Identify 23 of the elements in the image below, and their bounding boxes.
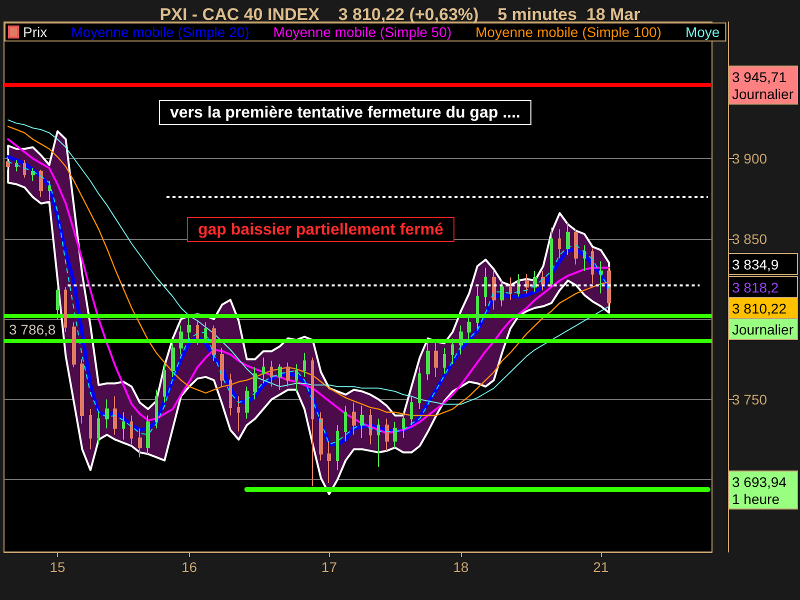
- ref-line-label: 3 945,71 Journalier: [732, 69, 794, 102]
- chart-title: PXI - CAC 40 INDEX 3 810,22 (+0,63%) 5 minutes 18 Mar: [160, 5, 641, 24]
- text: 3 834,9: [732, 256, 779, 272]
- text: 3 818,2: [732, 280, 779, 296]
- y-tick-label: 3 750: [732, 391, 768, 408]
- x-tick-label: 15: [50, 559, 66, 575]
- text: Moyenne mobile (Simple 50): [273, 24, 452, 40]
- x-tick-label: 17: [321, 559, 338, 575]
- x-tick-label: 18: [453, 559, 469, 575]
- text: Moye: [685, 24, 720, 40]
- annotation: vers la première tentative fermeture du gap ....: [170, 104, 520, 122]
- legend-label: Prix: [23, 24, 48, 40]
- text: Moyenne mobile (Simple 20): [71, 24, 250, 40]
- x-tick-label: 16: [181, 559, 198, 575]
- text: Moyenne mobile (Simple 100): [475, 24, 662, 40]
- text: 3 810,22: [732, 300, 787, 316]
- ref-line-label: Journalier: [732, 322, 794, 338]
- annotation: gap baissier partiellement fermé: [198, 222, 444, 238]
- x-tick-label: 21: [593, 559, 609, 575]
- text: 3 693,94 1 heure: [732, 474, 787, 507]
- y-tick-label: 3 900: [732, 150, 768, 167]
- ref-line-label: 3 786,8: [9, 321, 56, 338]
- y-tick-label: 3 850: [732, 230, 768, 247]
